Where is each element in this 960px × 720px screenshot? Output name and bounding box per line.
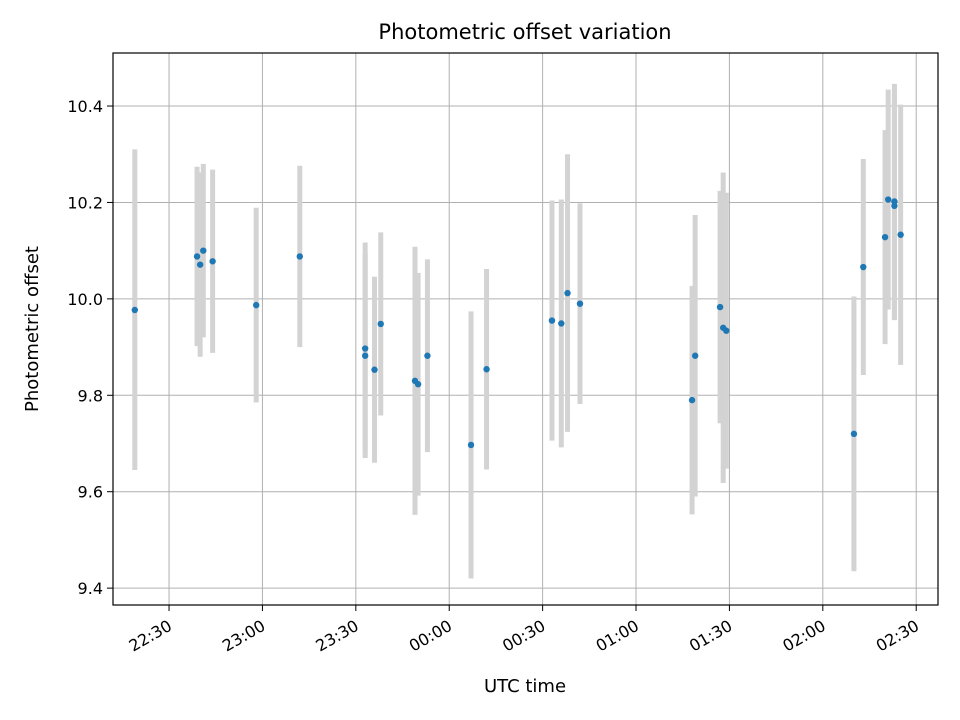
data-point xyxy=(691,352,699,359)
data-point xyxy=(548,317,556,324)
plot-area xyxy=(113,53,938,605)
data-point xyxy=(483,366,490,373)
data-point xyxy=(193,253,201,260)
data-point xyxy=(361,352,369,359)
data-point xyxy=(558,320,565,327)
y-axis: 9.4 9.6 9.8 10.0 10.2 10.4 xyxy=(67,97,113,598)
data-point xyxy=(860,263,867,271)
y-tick-label: 10.0 xyxy=(67,290,103,309)
y-axis-title: Photometric offset xyxy=(22,246,43,412)
data-point xyxy=(361,345,369,352)
data-point xyxy=(467,441,475,449)
data-point xyxy=(196,261,204,268)
data-point xyxy=(377,320,384,328)
data-point xyxy=(414,381,422,388)
data-point xyxy=(371,366,378,373)
data-point xyxy=(881,233,889,241)
grid xyxy=(113,53,938,605)
data-point xyxy=(723,327,730,334)
data-point xyxy=(576,300,584,307)
data-point xyxy=(424,352,431,359)
data-point xyxy=(296,253,303,260)
data-point xyxy=(688,396,696,404)
data-point xyxy=(209,258,216,265)
data-point xyxy=(884,196,892,203)
data-point xyxy=(200,247,207,254)
y-tick-label: 10.4 xyxy=(67,97,103,116)
chart-title: Photometric offset variation xyxy=(378,20,671,44)
y-tick-label: 10.2 xyxy=(67,193,103,212)
y-tick-label: 9.6 xyxy=(78,483,103,502)
data-point xyxy=(564,289,571,297)
data-point xyxy=(253,301,260,309)
plot-frame xyxy=(112,52,939,606)
data-point xyxy=(850,430,858,438)
data-point xyxy=(897,231,904,238)
y-tick-label: 9.4 xyxy=(78,579,103,598)
x-axis-title: UTC time xyxy=(484,676,566,697)
data-point xyxy=(891,202,898,210)
data-point xyxy=(131,306,138,314)
data-points xyxy=(131,196,904,449)
data-point xyxy=(716,303,724,311)
y-tick-label: 9.8 xyxy=(78,386,103,405)
